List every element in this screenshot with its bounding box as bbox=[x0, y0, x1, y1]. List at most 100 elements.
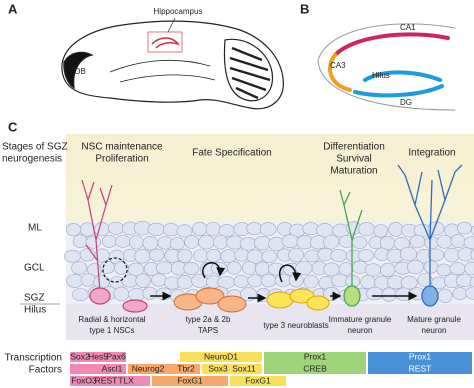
background-cell bbox=[184, 235, 199, 249]
background-cell bbox=[63, 249, 81, 263]
stage-header: Maturation bbox=[330, 166, 377, 177]
background-cell bbox=[360, 274, 376, 290]
factor-box bbox=[128, 364, 200, 374]
background-cell bbox=[127, 262, 144, 277]
background-cell bbox=[427, 221, 445, 236]
tf-title: Transcription bbox=[5, 353, 62, 364]
background-cell bbox=[358, 222, 375, 237]
layer-label: GCL bbox=[24, 263, 45, 274]
factor: Hes5 bbox=[88, 351, 108, 361]
background-cell bbox=[274, 273, 292, 287]
background-cell bbox=[218, 224, 235, 238]
background-cell bbox=[247, 274, 263, 288]
background-cell bbox=[233, 274, 250, 288]
stage-header: NSC maintenance bbox=[81, 142, 163, 153]
background-cell bbox=[380, 262, 396, 277]
factor-box bbox=[70, 364, 126, 374]
background-cell bbox=[142, 235, 159, 251]
background-cell bbox=[169, 237, 185, 251]
background-cell bbox=[192, 221, 208, 237]
background-cell bbox=[226, 261, 242, 275]
layer-label: Hilus bbox=[24, 305, 46, 316]
brain bbox=[61, 17, 284, 110]
factor: Pax6 bbox=[106, 351, 126, 361]
background-cell bbox=[128, 287, 146, 302]
factor-box bbox=[264, 352, 366, 374]
background-cell bbox=[254, 235, 271, 251]
background-cell bbox=[406, 259, 424, 275]
background-cell bbox=[409, 234, 426, 249]
background-cell bbox=[99, 260, 115, 275]
factor: Tbr2 bbox=[177, 363, 195, 373]
arrows bbox=[150, 262, 418, 303]
background-cell bbox=[423, 260, 439, 274]
background-cell bbox=[147, 222, 166, 236]
background-cell bbox=[351, 236, 368, 249]
background-cell bbox=[470, 249, 474, 261]
factor-box bbox=[368, 352, 472, 374]
background-cell bbox=[135, 273, 151, 288]
panel-label: C bbox=[8, 119, 18, 134]
background-cell bbox=[241, 261, 257, 275]
background-cell bbox=[295, 261, 313, 276]
background-cell bbox=[206, 249, 222, 263]
factor: Sox11 bbox=[232, 363, 256, 373]
stage-header: Differentiation bbox=[323, 142, 385, 153]
background-cell bbox=[176, 224, 193, 238]
region-label: CA1 bbox=[400, 23, 416, 32]
background-cell bbox=[399, 246, 418, 262]
factor: REST bbox=[409, 363, 432, 373]
factor: FoxG1 bbox=[245, 375, 271, 385]
panel-label: A bbox=[8, 1, 18, 16]
background-cell bbox=[79, 222, 95, 237]
background-cell bbox=[205, 221, 221, 237]
background-cell bbox=[436, 263, 452, 277]
factor: Prox1 bbox=[409, 351, 431, 361]
background-cell bbox=[381, 287, 397, 302]
background-cell bbox=[198, 234, 215, 250]
stages-title: Stages of SGZ bbox=[2, 142, 68, 153]
factor: FoxO3 bbox=[71, 375, 97, 385]
factor: Prox1 bbox=[304, 351, 326, 361]
background-cell bbox=[457, 221, 472, 235]
nsc-cell bbox=[81, 179, 148, 313]
background-cell bbox=[261, 250, 278, 263]
background-cell bbox=[149, 248, 165, 262]
mature-neuron bbox=[397, 164, 463, 307]
background-cell bbox=[155, 261, 173, 275]
factor-box bbox=[70, 376, 150, 386]
tf-title: Factors bbox=[29, 365, 62, 376]
background-cell bbox=[450, 234, 466, 249]
background-cell bbox=[373, 224, 389, 238]
factor: FoxG1 bbox=[177, 375, 203, 385]
background-cell bbox=[246, 222, 263, 236]
layer-label: SGZ bbox=[24, 293, 45, 304]
background-cell bbox=[366, 286, 384, 301]
background-cell bbox=[220, 249, 237, 264]
background-cell bbox=[65, 223, 81, 237]
layer-label: ML bbox=[28, 223, 42, 234]
background-cell bbox=[101, 235, 117, 248]
factor: TLX bbox=[118, 375, 134, 385]
background-cell bbox=[449, 262, 466, 276]
background-cell bbox=[183, 261, 200, 276]
background-cell bbox=[463, 236, 474, 250]
hippocampus-label: Hippocampus bbox=[154, 7, 203, 16]
background-cell bbox=[455, 274, 473, 288]
background-cell bbox=[267, 262, 285, 276]
background-cell bbox=[379, 235, 396, 251]
background-cell bbox=[134, 248, 151, 264]
background-cell bbox=[193, 249, 209, 263]
background-cell bbox=[94, 222, 110, 237]
ob-label: OB bbox=[74, 67, 86, 76]
background-cell bbox=[436, 234, 453, 249]
background-cell bbox=[191, 273, 209, 288]
background-cell bbox=[452, 287, 468, 300]
background-cell bbox=[156, 287, 173, 301]
background-cell bbox=[66, 273, 84, 288]
stage-header: Integration bbox=[408, 148, 455, 159]
background-cell bbox=[444, 247, 460, 263]
background-cell bbox=[151, 273, 167, 287]
background-cell bbox=[234, 248, 250, 262]
background-cell bbox=[388, 222, 404, 237]
